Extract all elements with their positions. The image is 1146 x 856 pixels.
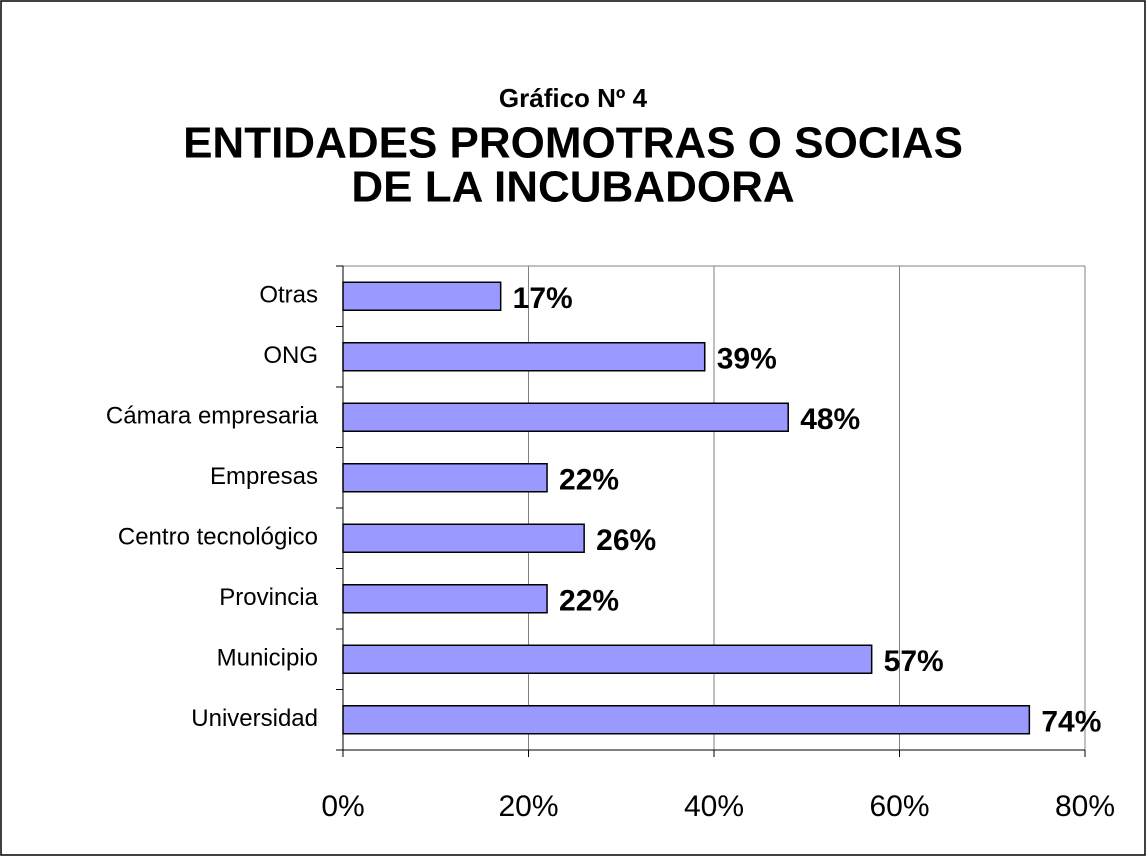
- bar: [342, 281, 502, 311]
- x-tick-label: 80%: [1055, 790, 1115, 823]
- x-tick-label: 20%: [498, 790, 558, 823]
- x-tick-label: 0%: [321, 790, 364, 823]
- value-label: 74%: [1041, 706, 1101, 739]
- bar: [342, 523, 585, 553]
- y-tick-label: ONG: [263, 342, 318, 369]
- value-label: 22%: [559, 464, 619, 497]
- value-label: 57%: [884, 645, 944, 678]
- y-tick-label: Municipio: [217, 645, 318, 672]
- y-tick-label: Empresas: [210, 463, 318, 490]
- y-tick-label: Universidad: [191, 705, 318, 732]
- value-label: 22%: [559, 585, 619, 618]
- bar: [342, 705, 1031, 735]
- value-label: 48%: [800, 403, 860, 436]
- bar: [342, 463, 548, 493]
- bar: [342, 402, 789, 432]
- bar: [342, 644, 873, 674]
- x-tick-label: 60%: [869, 790, 929, 823]
- y-tick-label: Centro tecnológico: [118, 524, 318, 551]
- y-tick-label: Otras: [259, 282, 318, 309]
- value-label: 26%: [596, 524, 656, 557]
- y-tick-label: Cámara empresaria: [106, 403, 319, 430]
- value-label: 39%: [717, 343, 777, 376]
- value-label: 17%: [513, 282, 573, 315]
- bar: [342, 584, 548, 614]
- y-tick-label: Provincia: [219, 584, 318, 611]
- x-tick-label: 40%: [684, 790, 744, 823]
- chart-title: DE LA INCUBADORA: [351, 163, 794, 212]
- bar: [342, 342, 706, 372]
- chart-title: ENTIDADES PROMOTRAS O SOCIAS: [183, 119, 963, 168]
- chart-subtitle: Gráfico Nº 4: [499, 83, 648, 113]
